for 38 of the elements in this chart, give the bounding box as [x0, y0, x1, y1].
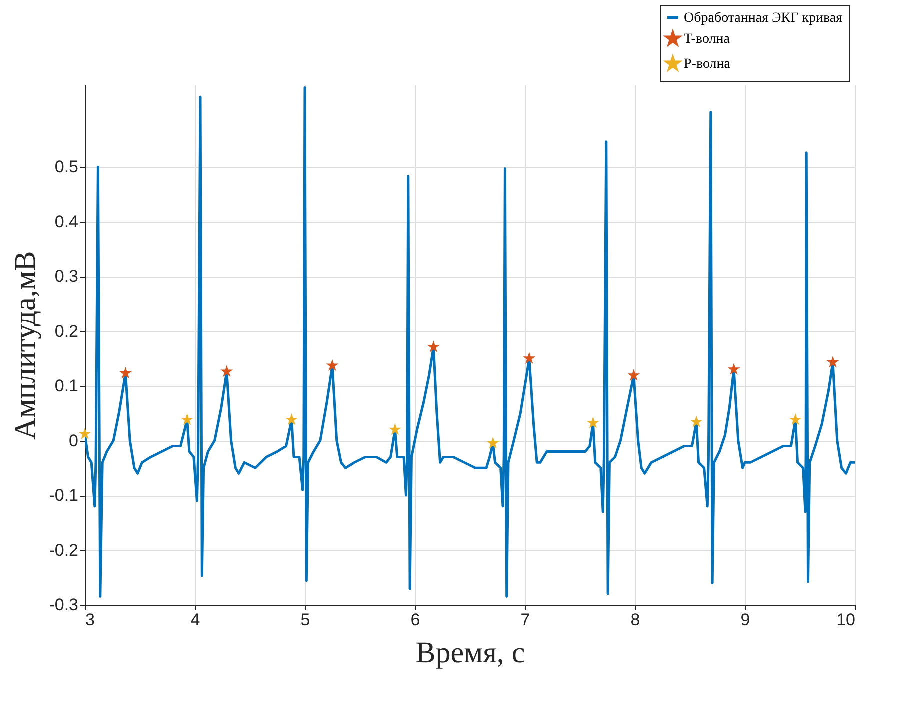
- point: [78, 428, 92, 440]
- point: [690, 416, 703, 428]
- point: [220, 365, 234, 378]
- legend-label: Обработанная ЭКГ кривая: [684, 11, 844, 26]
- legend-label: T-волна: [684, 32, 731, 47]
- point: [789, 413, 802, 426]
- point: [389, 423, 402, 436]
- x-tick-label: 4: [190, 610, 200, 630]
- y-tick-label: -0.3: [49, 596, 78, 614]
- x-tick-label: 7: [520, 610, 530, 630]
- x-tick-label: 9: [740, 610, 750, 630]
- y-tick-label: 0.5: [54, 158, 78, 177]
- x-axis-title: Время, с: [416, 636, 526, 670]
- y-tick-label: -0.2: [49, 540, 78, 560]
- x-tick-label: 5: [300, 610, 310, 630]
- point: [523, 352, 536, 364]
- y-tick-label: 0.3: [54, 267, 78, 286]
- point: [120, 366, 132, 379]
- point: [326, 359, 339, 372]
- point: [286, 413, 298, 426]
- x-tick-label: 10: [836, 610, 856, 630]
- y-tick-label: -0.1: [49, 486, 78, 506]
- y-tick-label: 0.1: [54, 376, 78, 396]
- legend-label: P-волна: [684, 57, 732, 72]
- y-tick-label: 0: [69, 431, 78, 450]
- point: [486, 437, 500, 449]
- point: [587, 416, 600, 429]
- x-tick-label: 8: [630, 610, 640, 630]
- y-axis-title: Амплитуда,мВ: [9, 251, 42, 440]
- point: [826, 356, 840, 368]
- point: [181, 413, 194, 426]
- x-tick-label: 3: [86, 610, 95, 630]
- y-tick-label: 0.4: [54, 212, 78, 232]
- y-tick-label: 0.2: [54, 322, 78, 341]
- point: [628, 369, 640, 381]
- point: [728, 363, 740, 375]
- x-tick-label: 6: [410, 610, 420, 630]
- point: [428, 340, 440, 352]
